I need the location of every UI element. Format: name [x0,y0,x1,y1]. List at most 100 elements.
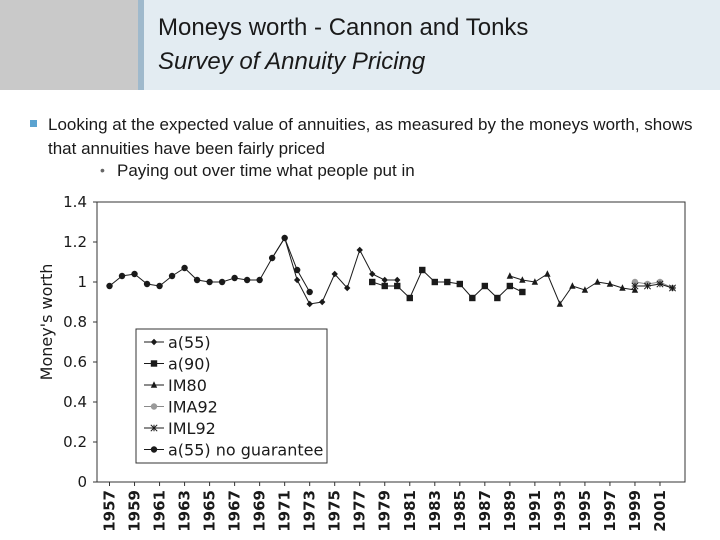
data-point-circle [244,277,250,283]
x-tick-label: 1991 [526,490,544,532]
data-point-square [407,295,413,301]
data-point-diamond [357,247,363,253]
slide-subtitle: Survey of Annuity Pricing [158,48,425,76]
data-point-diamond [306,301,312,307]
data-point-square [151,360,157,366]
x-tick-label: 1961 [151,490,169,532]
header-accent-bar [138,0,144,90]
data-point-diamond [382,277,388,283]
data-point-diamond [294,277,300,283]
data-point-star [151,425,157,431]
data-point-circle [269,255,275,261]
bullet-marker [30,120,37,127]
x-tick-label: 1979 [376,490,394,532]
bullet-text: Looking at the expected value of annuiti… [48,113,698,161]
x-tick-label: 1967 [226,490,244,532]
y-tick-label: 1 [77,273,87,291]
data-point-circle [294,267,300,273]
x-tick-label: 1969 [251,490,269,532]
data-point-circle [231,275,237,281]
slide-title: Moneys worth - Cannon and Tonks [158,14,528,42]
data-point-star [669,285,675,291]
x-tick-label: 1997 [601,490,619,532]
x-tick-label: 1973 [301,490,319,532]
data-point-circle [131,271,137,277]
data-point-circle [206,279,212,285]
data-point-star [657,281,663,287]
data-point-square [444,279,450,285]
y-axis-label: Money's worth [37,264,56,381]
legend-label: IMA92 [168,398,218,417]
data-point-diamond [369,271,375,277]
data-point-circle [156,283,162,289]
data-point-square [507,283,513,289]
legend-label: a(90) [168,355,211,374]
data-point-circle [151,446,157,452]
data-point-square [469,295,475,301]
x-tick-label: 1959 [126,490,144,532]
data-point-square [369,279,375,285]
x-tick-label: 1957 [101,490,119,532]
data-point-square [457,281,463,287]
x-tick-label: 1971 [276,490,294,532]
data-point-circle [106,283,112,289]
data-point-triangle [544,270,550,276]
data-point-diamond [394,277,400,283]
x-tick-label: 1965 [201,490,219,532]
data-point-star [644,283,650,289]
data-point-circle [169,273,175,279]
x-tick-label: 2001 [651,490,669,532]
moneys-worth-chart: 0 0.2 0.4 0.6 0.8 1 1.2 1.4 1957 1959 1961 1963 1965… [0,186,720,540]
x-tick-label: 1995 [576,490,594,532]
data-point-triangle [569,282,575,288]
x-tick-label: 1981 [401,490,419,532]
chart-series-layer [106,235,675,307]
x-tick-label: 1977 [351,490,369,532]
x-tick-label: 1989 [501,490,519,532]
y-tick-label: 1.4 [63,193,87,211]
y-tick-label: 0 [77,473,87,491]
data-point-square [432,279,438,285]
data-point-circle-gray [151,403,157,409]
data-point-square [394,283,400,289]
legend-label: IM80 [168,376,207,395]
y-tick-label: 0.2 [63,433,87,451]
data-point-square [494,295,500,301]
data-point-circle [219,279,225,285]
data-point-circle [281,235,287,241]
chart-legend: a(55) a(90) IM80 IMA92 IML92 a(55) no guarant… [136,329,327,463]
y-tick-label: 1.2 [63,233,87,251]
data-point-star [632,283,638,289]
series-0 [269,235,401,307]
series-5 [106,235,313,295]
x-tick-label: 1987 [476,490,494,532]
chart-axes: 0 0.2 0.4 0.6 0.8 1 1.2 1.4 1957 1959 1961 1963 1965… [37,193,685,532]
x-tick-label: 1975 [326,490,344,532]
y-tick-label: 0.4 [63,393,87,411]
data-point-circle [181,265,187,271]
legend-label: IML92 [168,419,216,438]
data-point-square [519,289,525,295]
data-point-circle [256,277,262,283]
data-point-square [419,267,425,273]
legend-label: a(55) [168,333,211,352]
sub-bullet-marker: • [100,162,105,178]
y-tick-label: 0.6 [63,353,87,371]
x-tick-label: 1963 [176,490,194,532]
data-point-square [482,283,488,289]
x-tick-label: 1985 [451,490,469,532]
data-point-circle [144,281,150,287]
series-1 [369,267,526,301]
series-line [510,274,635,304]
data-point-circle [119,273,125,279]
x-tick-label: 1999 [626,490,644,532]
series-line [635,284,673,288]
y-tick-label: 0.8 [63,313,87,331]
series-2 [507,270,639,306]
data-point-circle [306,289,312,295]
data-point-circle [194,277,200,283]
data-point-triangle [594,278,600,284]
x-tick-label: 1983 [426,490,444,532]
data-point-square [382,283,388,289]
x-tick-label: 1993 [551,490,569,532]
